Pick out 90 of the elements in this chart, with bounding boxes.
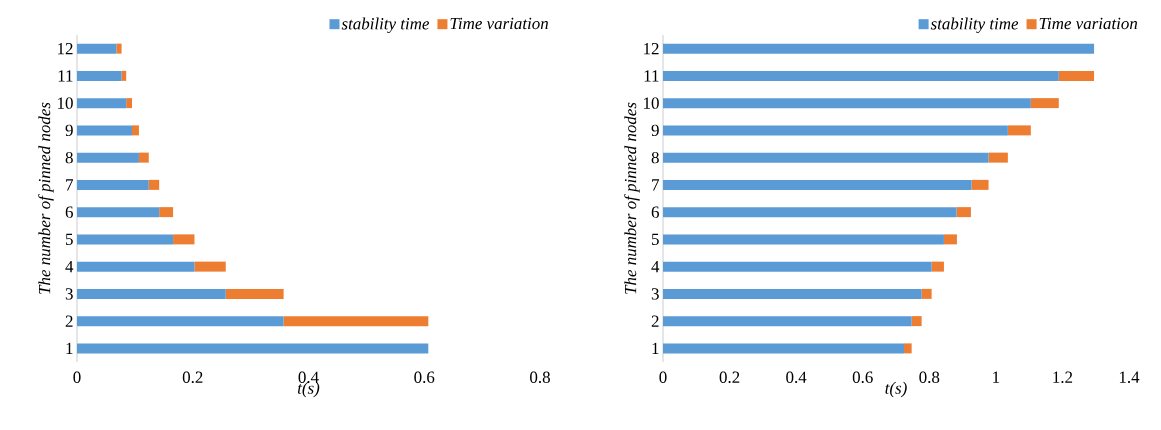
- bar: [225, 288, 284, 299]
- bar: [988, 152, 1008, 163]
- legend-label: Time variation: [1039, 17, 1138, 30]
- bar: [663, 207, 957, 218]
- bar: [1030, 98, 1059, 109]
- x-tick-label: 0.2: [182, 371, 203, 384]
- bar: [663, 288, 922, 299]
- y-tick-label: 9: [651, 124, 659, 137]
- x-tick-label: 1.2: [1053, 371, 1073, 383]
- bar: [77, 152, 139, 163]
- y-tick-label: 5: [652, 233, 659, 246]
- y-tick-label: 3: [651, 288, 659, 300]
- y-tick-label: 3: [65, 288, 73, 300]
- bar: [1058, 70, 1095, 81]
- bar: [126, 98, 132, 109]
- bar: [77, 261, 195, 272]
- x-tick-label: 0.4: [786, 371, 807, 384]
- y-tick-label: 1: [66, 342, 73, 354]
- y-tick-label: 12: [644, 43, 659, 55]
- bar: [956, 207, 971, 218]
- bar: [911, 316, 922, 327]
- bar: [159, 207, 174, 218]
- bar: [663, 152, 989, 163]
- bar: [904, 343, 912, 354]
- bar: [77, 288, 226, 299]
- y-tick-label: 7: [66, 179, 73, 191]
- y-axis-title: The number of pinned nodes: [38, 102, 54, 294]
- y-axis-title: The number of pinned nodes: [624, 102, 640, 294]
- bar: [931, 261, 944, 272]
- y-tick-label: 4: [65, 261, 74, 273]
- legend-label: Time variation: [450, 17, 548, 30]
- x-tick-label: 0.8: [919, 371, 940, 384]
- x-axis-title: t(s): [885, 381, 907, 398]
- y-tick-label: 12: [58, 43, 73, 55]
- bar: [663, 125, 1008, 136]
- y-tick-label: 1: [652, 342, 659, 354]
- bar: [77, 179, 149, 190]
- bar: [663, 179, 972, 190]
- legend-label: stability time: [341, 17, 430, 33]
- x-tick-label: 0: [73, 371, 81, 383]
- bar: [116, 43, 122, 54]
- y-tick-label: 4: [651, 261, 660, 273]
- bar: [77, 316, 284, 327]
- y-tick-label: 2: [65, 315, 73, 327]
- y-tick-label: 10: [58, 97, 73, 109]
- x-tick-label: 0.6: [852, 371, 873, 384]
- y-tick-label: 11: [58, 70, 73, 82]
- bar: [971, 179, 989, 190]
- bar: [663, 98, 1031, 109]
- bar: [131, 125, 139, 136]
- y-tick-label: 10: [644, 97, 659, 109]
- bar: [663, 316, 912, 327]
- y-tick-label: 7: [652, 179, 659, 191]
- y-tick-label: 8: [651, 151, 659, 164]
- y-tick-label: 6: [651, 206, 659, 218]
- y-tick-label: 11: [644, 70, 659, 82]
- y-tick-label: 9: [65, 124, 73, 137]
- bar: [663, 43, 1095, 54]
- bar: [173, 234, 195, 245]
- bar: [663, 343, 904, 354]
- bar: [77, 234, 174, 245]
- x-tick-label: 0.8: [530, 371, 550, 384]
- bar: [943, 234, 957, 245]
- bar: [77, 125, 132, 136]
- y-tick-label: 8: [65, 151, 73, 164]
- bar: [194, 261, 226, 272]
- bar: [77, 43, 117, 54]
- x-tick-label: 1: [993, 371, 1000, 383]
- x-tick-label: 0.4: [298, 371, 319, 384]
- bar: [148, 179, 160, 190]
- bar: [138, 152, 149, 163]
- bar: [283, 316, 429, 327]
- bar: [663, 70, 1059, 81]
- y-tick-label: 6: [65, 206, 73, 218]
- bar: [1007, 125, 1031, 136]
- x-tick-label: 0.6: [414, 371, 435, 384]
- bar: [663, 261, 932, 272]
- bar: [663, 234, 944, 245]
- y-tick-label: 2: [651, 315, 659, 327]
- y-tick-label: 5: [66, 233, 73, 246]
- bar: [77, 343, 429, 354]
- x-tick-label: 0: [659, 371, 667, 383]
- x-tick-label: 0.2: [719, 371, 740, 384]
- bar: [77, 98, 127, 109]
- legend-label: stability time: [930, 17, 1019, 33]
- x-tick-label: 1.4: [1119, 371, 1140, 383]
- x-axis-title: t(s): [297, 381, 320, 398]
- bar: [77, 207, 160, 218]
- bar: [77, 70, 122, 81]
- bar: [921, 288, 932, 299]
